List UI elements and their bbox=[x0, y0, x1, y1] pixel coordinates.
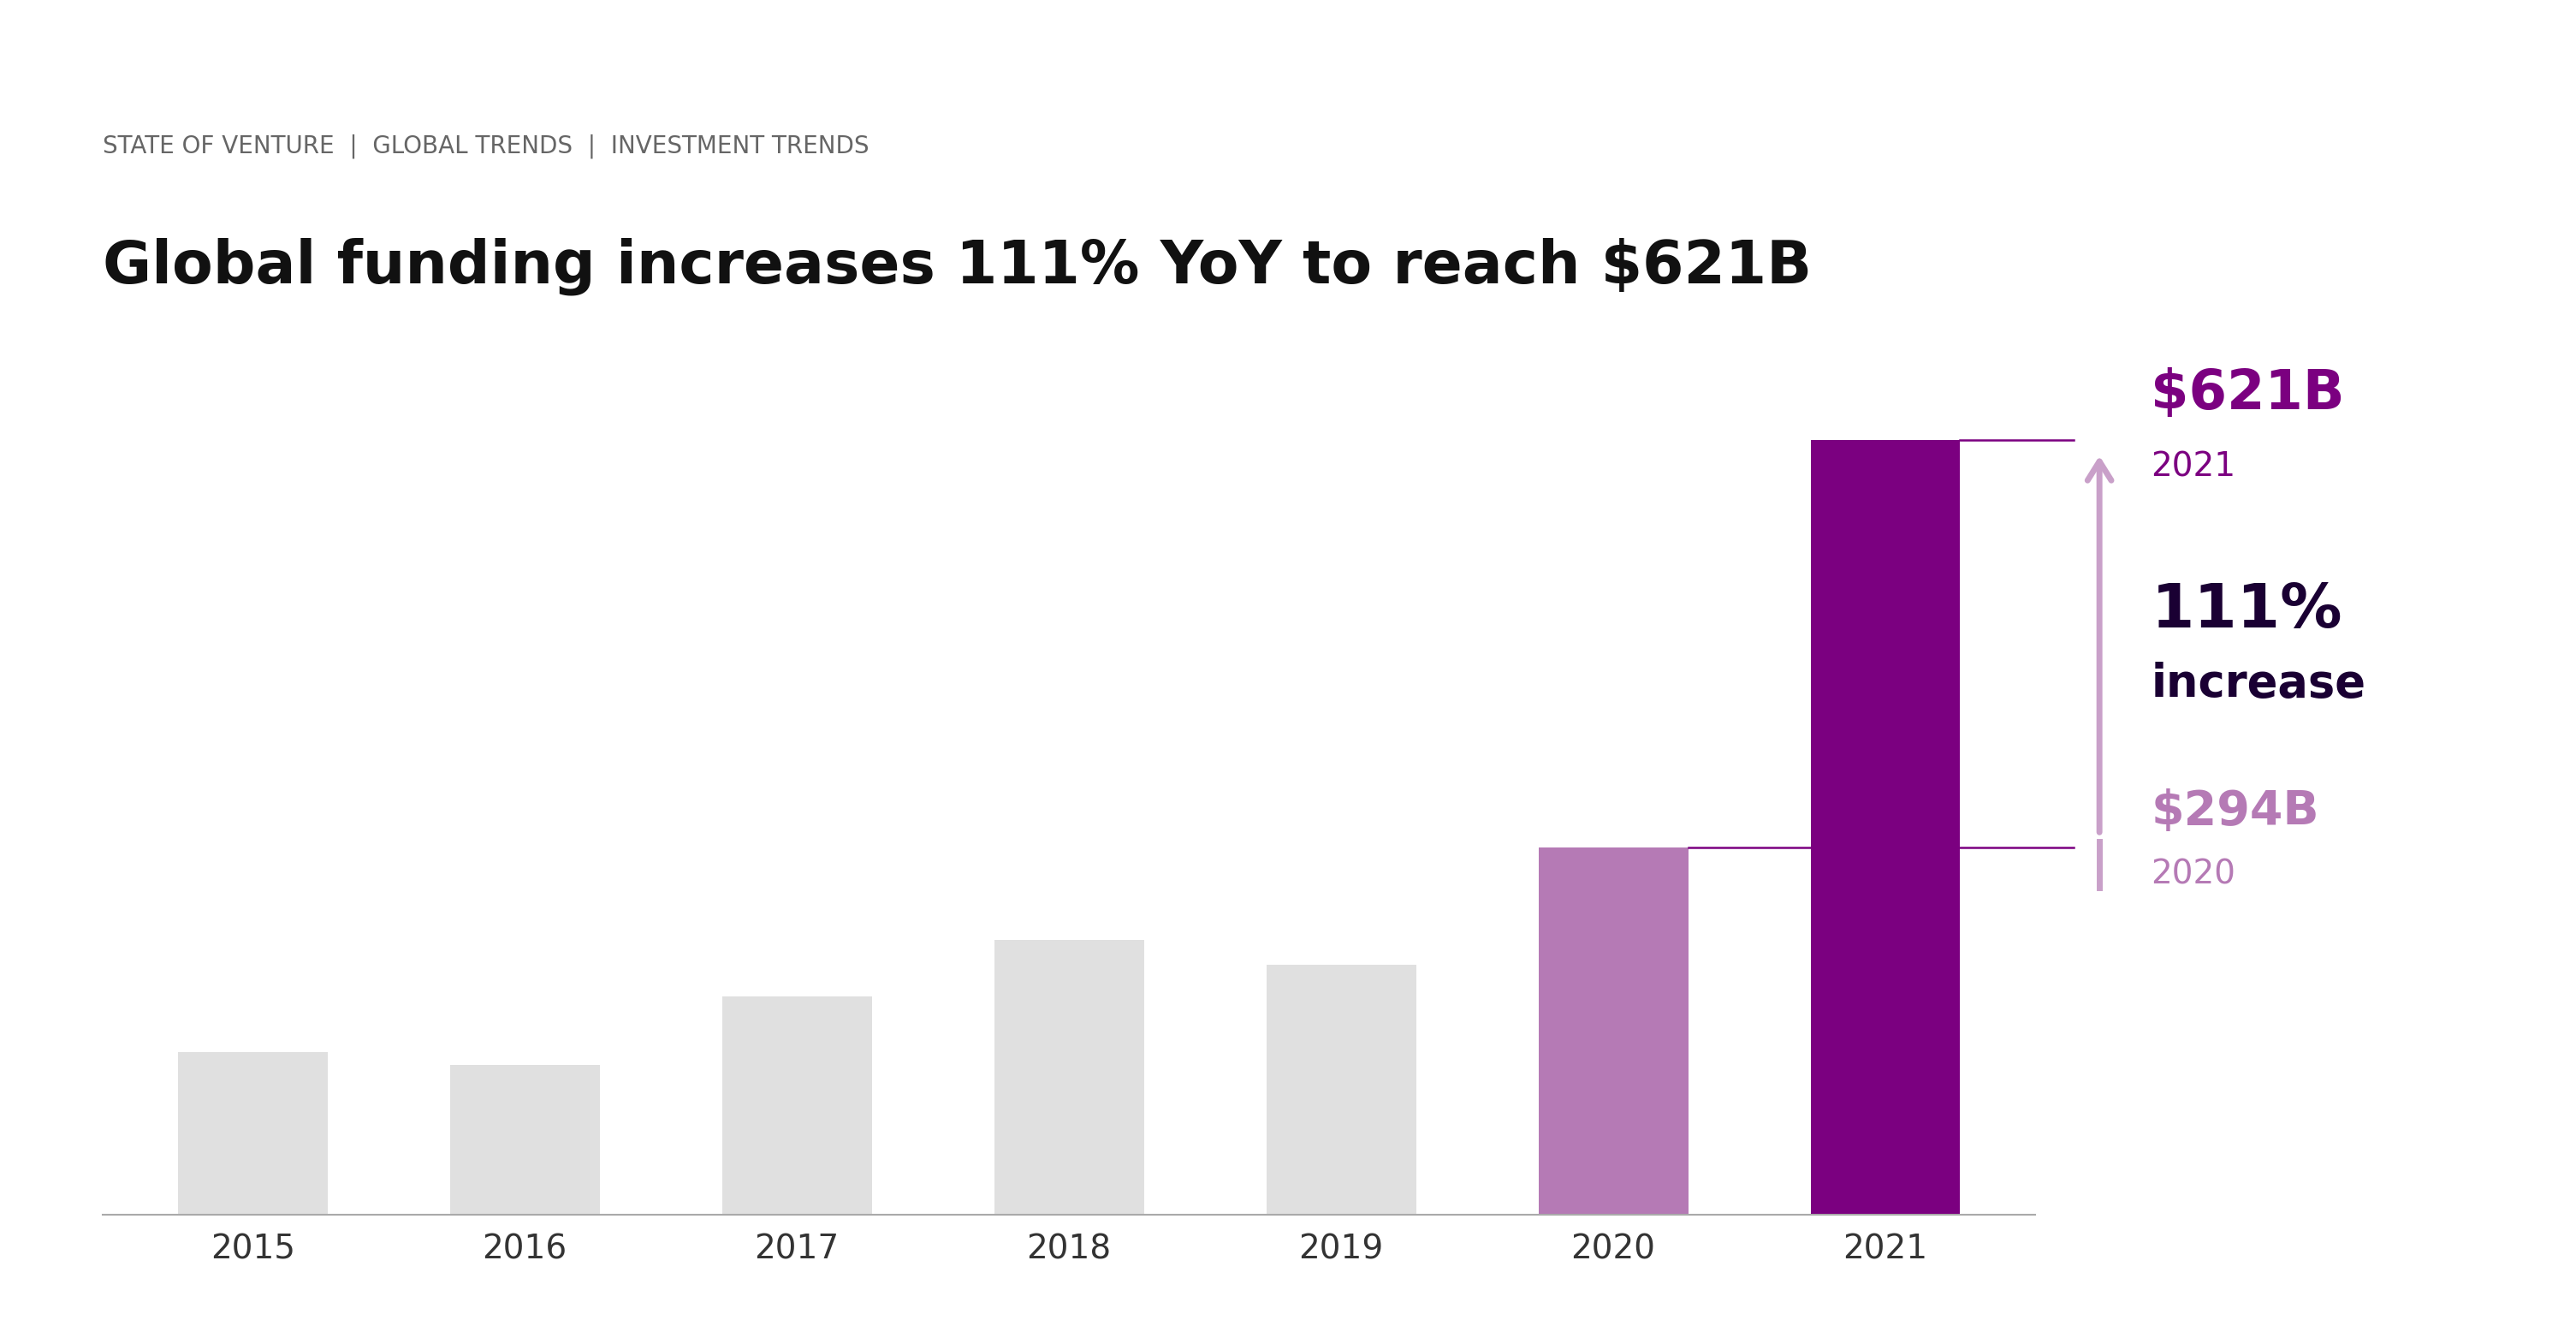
Text: increase: increase bbox=[2151, 661, 2365, 706]
Bar bbox=[178, 1052, 327, 1214]
Text: 2021: 2021 bbox=[2151, 451, 2236, 483]
Bar bbox=[1811, 440, 1960, 1214]
Bar bbox=[451, 1065, 600, 1214]
Bar bbox=[994, 940, 1144, 1214]
Text: STATE OF VENTURE  |  GLOBAL TRENDS  |  INVESTMENT TRENDS: STATE OF VENTURE | GLOBAL TRENDS | INVES… bbox=[103, 135, 871, 158]
Bar bbox=[1267, 965, 1417, 1214]
Bar bbox=[721, 997, 871, 1214]
Text: $294B: $294B bbox=[2151, 788, 2318, 834]
Text: Global funding increases 111% YoY to reach $621B: Global funding increases 111% YoY to rea… bbox=[103, 238, 1811, 296]
Bar bbox=[1538, 847, 1687, 1214]
Text: $621B: $621B bbox=[2151, 367, 2344, 420]
Text: 111%: 111% bbox=[2151, 582, 2342, 640]
Text: 2020: 2020 bbox=[2151, 858, 2236, 891]
